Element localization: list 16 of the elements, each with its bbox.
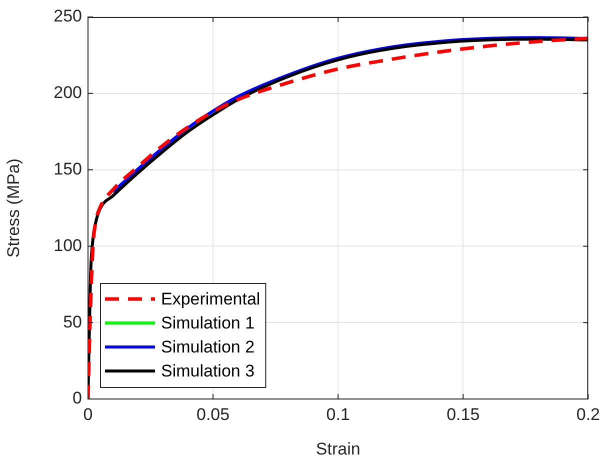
x-axis-title: Strain [316,439,360,458]
x-tick-label: 0.15 [446,404,480,424]
x-tick-label: 0.2 [576,404,600,424]
y-tick-label: 250 [54,6,82,26]
x-tick-label: 0.05 [196,404,230,424]
y-tick-label: 0 [72,388,82,408]
y-axis-title: Stress (MPa) [4,158,23,258]
x-tick-label: 0.1 [326,404,350,424]
legend-label: Experimental [161,290,260,309]
legend-label: Simulation 2 [161,338,255,357]
y-tick-label: 100 [54,236,82,255]
legend-label: Simulation 3 [161,362,255,381]
legend-label: Simulation 1 [161,314,255,333]
y-tick-label: 50 [63,312,82,332]
y-tick-label: 150 [54,159,82,178]
y-tick-label: 200 [54,83,82,102]
